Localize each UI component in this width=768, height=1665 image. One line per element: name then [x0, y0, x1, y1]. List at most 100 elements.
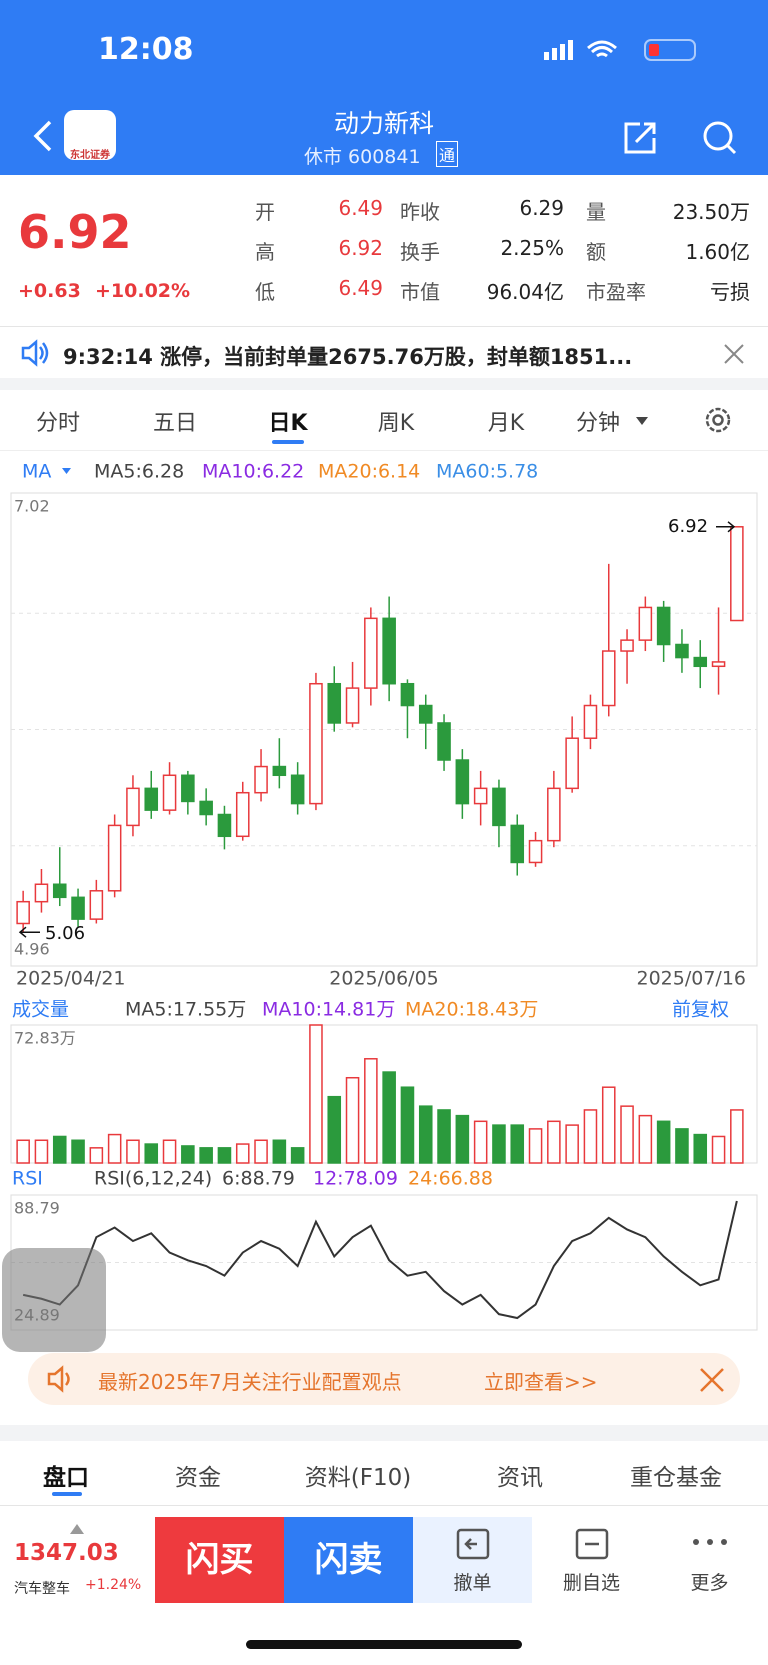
volume-bar	[181, 1145, 195, 1164]
field-value: 1.60亿	[685, 240, 750, 264]
bottom-tab[interactable]: 资讯	[497, 1465, 543, 1491]
volume-bar	[162, 1139, 177, 1164]
volume-bar	[565, 1124, 579, 1164]
tab[interactable]: 分时	[35, 411, 80, 436]
volume-legend: MA10:14.81万	[262, 999, 395, 1021]
tab[interactable]: 月K	[487, 411, 525, 436]
flash-buy[interactable]: 闪买	[155, 1517, 284, 1603]
candle-body	[327, 682, 342, 724]
flash-sell[interactable]: 闪卖	[284, 1517, 413, 1603]
dropdown-arrow	[636, 417, 648, 425]
ad-banner[interactable]	[28, 1353, 740, 1405]
broker-name: 东北证券	[70, 150, 110, 161]
notice-text[interactable]: 9:32:14 涨停，当前封单量2675.76万股，封单额1851...	[63, 345, 633, 369]
volume-bar	[418, 1105, 433, 1164]
volume-bar	[601, 1086, 616, 1164]
volume-bar	[327, 1095, 342, 1164]
volume-bar	[364, 1058, 378, 1164]
volume-bar	[290, 1147, 305, 1164]
candle-body	[638, 606, 653, 641]
candle-body	[620, 639, 634, 652]
field-label: 昨收	[400, 200, 440, 224]
candle-body	[290, 774, 305, 805]
field-label: 量	[586, 200, 606, 224]
candle-body	[510, 824, 525, 864]
volume-bar	[254, 1139, 268, 1164]
last-price: 6.92	[18, 205, 132, 259]
date-label: 2025/06/05	[329, 968, 439, 990]
candle-body	[162, 774, 177, 811]
ad-text[interactable]: 最新2025年7月关注行业配置观点	[98, 1370, 402, 1394]
settings-icon[interactable]	[702, 404, 734, 436]
field-value: 2.25%	[500, 236, 564, 260]
bottom-tab[interactable]: 盘口	[43, 1465, 89, 1491]
cancel-icon	[456, 1528, 490, 1560]
connect-badge: 通	[436, 141, 459, 167]
volume-legend: MA20:18.43万	[405, 999, 538, 1021]
volume-bar	[309, 1024, 323, 1164]
tab[interactable]: 周K	[377, 411, 415, 436]
candle-body	[16, 900, 30, 925]
field-value: 6.29	[519, 196, 564, 220]
candle-body	[583, 704, 598, 739]
volume-bar	[638, 1114, 653, 1164]
volume-bar	[675, 1128, 689, 1164]
index-value: 1347.03	[14, 1540, 119, 1566]
candle-body	[217, 813, 232, 838]
volume-bar	[656, 1120, 671, 1164]
candle-body	[455, 759, 470, 805]
candle-body	[107, 824, 122, 892]
field-value: 6.49	[338, 276, 383, 300]
remove-label[interactable]: 删自选	[562, 1572, 620, 1594]
cancel-bg[interactable]	[413, 1517, 532, 1603]
tab[interactable]: 五日	[152, 411, 197, 436]
ad-close[interactable]	[698, 1366, 726, 1394]
ma-legend: MA5:6.28	[94, 461, 184, 483]
field-label: 换手	[400, 240, 440, 264]
candle-body	[272, 765, 287, 777]
last-price-label: 6.92	[668, 516, 708, 537]
volume-bar	[272, 1139, 287, 1164]
back-button[interactable]	[30, 118, 60, 154]
candle-body	[400, 682, 415, 707]
bottom-tab[interactable]: 资金	[175, 1465, 221, 1491]
field-value: 96.04亿	[486, 280, 564, 304]
header	[0, 0, 768, 175]
index-name: 汽车整车	[14, 1581, 70, 1597]
volume-bar	[730, 1109, 744, 1164]
candle-body	[181, 774, 195, 803]
close-notice[interactable]	[722, 342, 746, 366]
ad-link[interactable]: 立即查看>>	[484, 1370, 598, 1394]
bottom-tab[interactable]: 资料(F10)	[304, 1465, 412, 1491]
volume-legend: MA5:17.55万	[125, 999, 246, 1021]
candle-body	[675, 643, 689, 659]
gap	[0, 378, 768, 390]
field-value: 6.49	[338, 196, 383, 220]
tab[interactable]: 日K	[268, 411, 308, 436]
stock-code: 休市 600841	[304, 146, 421, 168]
speaker-icon	[21, 339, 49, 367]
volume-bar	[52, 1135, 67, 1164]
gap	[0, 1425, 768, 1441]
volume-bar	[547, 1120, 561, 1164]
floating-button[interactable]	[2, 1248, 106, 1352]
candle-body	[565, 737, 579, 790]
more-icon	[693, 1539, 727, 1545]
volume-bar	[71, 1139, 85, 1164]
field-value: 亏损	[710, 280, 750, 304]
remove-icon	[575, 1528, 609, 1560]
volume-bar	[89, 1147, 104, 1164]
tab-underline	[272, 440, 304, 444]
more-label[interactable]: 更多	[690, 1572, 729, 1594]
volume-bar	[107, 1133, 122, 1164]
candle-body	[656, 606, 671, 646]
bottom-tab[interactable]: 重仓基金	[630, 1465, 722, 1491]
cancel-label[interactable]: 撤单	[453, 1572, 492, 1594]
header-actions[interactable]	[620, 118, 740, 158]
status-icons	[544, 39, 696, 61]
volume-bar	[528, 1128, 543, 1164]
volume-bar	[144, 1143, 159, 1164]
tab[interactable]: 分钟	[575, 411, 620, 436]
volume-bar	[199, 1147, 213, 1164]
